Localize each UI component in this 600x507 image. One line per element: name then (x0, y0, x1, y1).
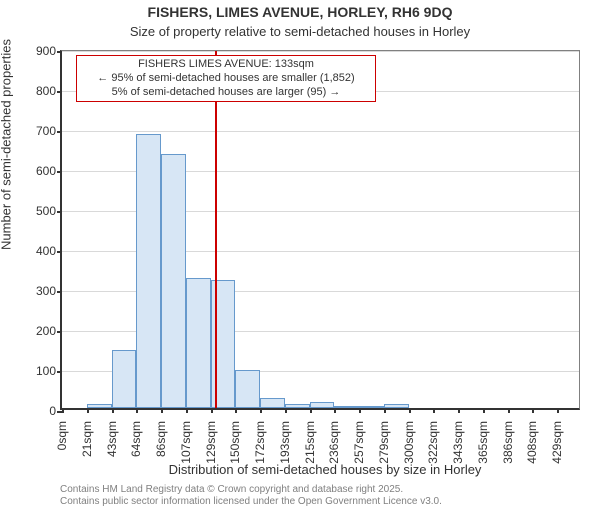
x-tick-label: 365sqm (476, 415, 490, 464)
x-tick-label: 107sqm (179, 415, 193, 464)
histogram-bar (211, 280, 236, 408)
histogram-bar (186, 278, 211, 408)
x-tick-label: 21sqm (80, 415, 94, 457)
x-tick-label: 64sqm (129, 415, 143, 457)
y-tick-label: 400 (36, 244, 62, 258)
x-tick-label: 322sqm (426, 415, 440, 464)
x-tick (136, 408, 138, 413)
x-tick (532, 408, 534, 413)
y-tick-label: 900 (36, 44, 62, 58)
y-tick-label: 700 (36, 124, 62, 138)
chart-title: FISHERS, LIMES AVENUE, HORLEY, RH6 9DQ (0, 4, 600, 20)
x-tick (112, 408, 114, 413)
x-tick-label: 257sqm (352, 415, 366, 464)
x-tick-label: 0sqm (55, 415, 69, 450)
y-tick-label: 800 (36, 84, 62, 98)
x-tick (433, 408, 435, 413)
annotation-line-3: 5% of semi-detached houses are larger (9… (81, 86, 371, 100)
x-tick (359, 408, 361, 413)
x-tick (310, 408, 312, 413)
gridline (62, 131, 579, 132)
histogram-bar (359, 406, 384, 408)
x-tick (508, 408, 510, 413)
x-tick-label: 86sqm (154, 415, 168, 457)
x-tick-label: 386sqm (501, 415, 515, 464)
credit-line-2: Contains public sector information licen… (60, 496, 590, 507)
y-tick-label: 200 (36, 324, 62, 338)
x-tick-label: 236sqm (327, 415, 341, 464)
x-tick (87, 408, 89, 413)
y-tick-label: 500 (36, 204, 62, 218)
annotation-line-1: FISHERS LIMES AVENUE: 133sqm (81, 58, 371, 72)
histogram-bar (310, 402, 335, 408)
x-tick-label: 193sqm (278, 415, 292, 464)
histogram-bar (112, 350, 137, 408)
chart-subtitle: Size of property relative to semi-detach… (0, 24, 600, 39)
x-tick (161, 408, 163, 413)
annotation-box: FISHERS LIMES AVENUE: 133sqm← 95% of sem… (76, 55, 376, 102)
x-tick (458, 408, 460, 413)
x-tick (483, 408, 485, 413)
x-tick (211, 408, 213, 413)
x-tick-label: 172sqm (253, 415, 267, 464)
gridline (62, 51, 579, 52)
histogram-bar (87, 404, 112, 408)
x-tick-label: 300sqm (402, 415, 416, 464)
x-tick-label: 215sqm (303, 415, 317, 464)
x-tick-label: 43sqm (105, 415, 119, 457)
y-tick-label: 100 (36, 364, 62, 378)
x-tick (409, 408, 411, 413)
x-tick (62, 408, 64, 413)
histogram-bar (285, 404, 310, 408)
plot-area: 01002003004005006007008009000sqm21sqm43s… (60, 50, 580, 410)
annotation-line-2: ← 95% of semi-detached houses are smalle… (81, 72, 371, 86)
histogram-bar (161, 154, 186, 408)
x-tick (260, 408, 262, 413)
x-tick (557, 408, 559, 413)
x-tick (334, 408, 336, 413)
x-tick-label: 408sqm (525, 415, 539, 464)
x-axis-label: Distribution of semi-detached houses by … (60, 462, 590, 477)
x-tick-label: 279sqm (377, 415, 391, 464)
x-tick-label: 129sqm (204, 415, 218, 464)
chart-container: { "title": "FISHERS, LIMES AVENUE, HORLE… (0, 0, 600, 500)
histogram-bar (334, 406, 359, 408)
x-tick-label: 150sqm (228, 415, 242, 464)
histogram-bar (136, 134, 161, 408)
y-tick-label: 300 (36, 284, 62, 298)
x-tick-label: 343sqm (451, 415, 465, 464)
histogram-bar (260, 398, 285, 408)
histogram-bar (384, 404, 409, 408)
histogram-bar (235, 370, 260, 408)
y-axis-label: Number of semi-detached properties (0, 39, 14, 250)
x-tick (384, 408, 386, 413)
x-tick (235, 408, 237, 413)
x-tick (186, 408, 188, 413)
credit-line-1: Contains HM Land Registry data © Crown c… (60, 484, 590, 495)
reference-line (215, 51, 217, 408)
x-tick-label: 429sqm (550, 415, 564, 464)
y-tick-label: 600 (36, 164, 62, 178)
x-tick (285, 408, 287, 413)
